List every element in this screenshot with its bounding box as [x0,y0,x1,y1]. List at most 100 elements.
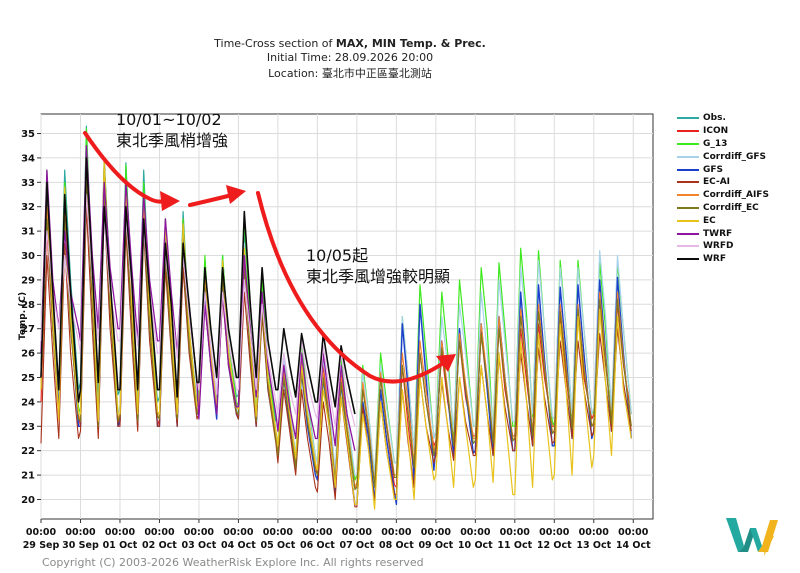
y-tick-label: 25 [21,373,35,384]
y-tick-label: 21 [21,471,35,482]
legend-label: Corrdiff_AIFS [703,190,769,201]
legend-item-g-13: G_13 [677,138,769,151]
legend-label: GFS [703,164,724,175]
annotation-arrowhead-3 [436,354,456,372]
y-tick-label: 28 [21,300,35,311]
annotation-arrowhead-1 [160,191,180,211]
y-tick-label: 20 [21,495,35,506]
y-tick-label: 35 [21,129,35,140]
x-tick-date: 02 Oct [142,540,177,551]
legend-label: ICON [703,126,729,137]
legend-swatch [677,142,699,145]
x-tick-date: 03 Oct [182,540,217,551]
copyright: Copyright (C) 2003-2026 WeatherRisk Expl… [42,556,424,569]
legend-item-icon: ICON [677,125,769,138]
legend-label: EC-AI [703,177,731,188]
x-tick-time: 00:00 [500,527,531,538]
legend-label: WRFD [703,241,734,252]
x-tick-time: 00:00 [381,527,412,538]
x-tick-time: 00:00 [539,527,570,538]
legend-swatch [677,232,699,235]
x-tick-date: 07 Oct [339,540,374,551]
legend-label: TWRF [703,228,733,239]
annotation-2-line-1: 10/05起 [306,246,369,265]
legend-label: Corrdiff_EC [703,202,759,213]
legend-item-wrfd: WRFD [677,240,769,253]
annotation-2-line-2: 東北季風增強較明顯 [306,267,451,286]
annotation-arrow-3 [256,191,447,384]
chart-title-bold: MAX, MIN Temp. & Prec. [335,37,486,50]
legend-item-obs: Obs. [677,112,769,125]
x-tick-date: 10 Oct [458,540,493,551]
legend-item-twrf: TWRF [677,227,769,240]
x-tick-date: 09 Oct [418,540,453,551]
legend-item-ec-ai: EC-AI [677,176,769,189]
annotation-2: 10/05起 東北季風增強較明顯 [306,245,450,287]
annotation-1-line-2: 東北季風梢增強 [116,131,229,150]
legend-item-ec: EC [677,214,769,227]
y-tick-label: 31 [21,227,35,238]
legend-swatch [677,155,699,158]
series-line-wrf [40,157,356,415]
y-tick-label: 29 [21,275,35,286]
legend-swatch [677,194,699,197]
x-tick-time: 00:00 [223,527,254,538]
x-tick-date: 11 Oct [497,540,532,551]
x-tick-date: 06 Oct [300,540,335,551]
y-axis: 20 21 22 23 24 25 26 27 28 29 30 31 32 33 34 35 [21,129,41,506]
chart-title: Time-Cross section of MAX, MIN Temp. & P… [0,37,700,50]
x-tick-date: 29 Sep [23,540,60,551]
y-tick-label: 27 [21,324,35,335]
x-tick-time: 00:00 [26,527,57,538]
x-tick-date: 04 Oct [221,540,256,551]
x-tick-time: 00:00 [302,527,333,538]
x-tick-time: 00:00 [421,527,452,538]
x-tick-time: 00:00 [579,527,610,538]
legend-swatch [677,206,699,209]
initial-time: Initial Time: 28.09.2026 20:00 [266,51,434,64]
y-tick-label: 22 [21,446,35,457]
weatherrisk-logo [726,518,778,556]
y-tick-label: 26 [21,349,35,360]
x-tick-date: 05 Oct [261,540,296,551]
legend-label: WRF [703,254,727,265]
chart-title-prefix: Time-Cross section of [214,37,336,50]
legend-item-corrdiff-aifs: Corrdiff_AIFS [677,189,769,202]
x-tick-time: 00:00 [105,527,136,538]
x-tick-date: 08 Oct [379,540,414,551]
series-layer [40,125,632,510]
y-tick-label: 30 [21,251,35,262]
x-tick-date: 14 Oct [616,540,651,551]
x-tick-time: 00:00 [460,527,491,538]
x-tick-time: 00:00 [65,527,96,538]
legend-swatch [677,258,699,261]
legend-label: Obs. [703,113,726,124]
legend-label: EC [703,215,716,226]
y-tick-label: 24 [21,397,35,408]
x-tick-date: 01 Oct [103,540,138,551]
y-axis-label: Temp. (C) [18,292,28,340]
legend-item-gfs: GFS [677,163,769,176]
x-tick-time: 00:00 [144,527,175,538]
legend-swatch [677,245,699,248]
legend-item-wrf: WRF [677,253,769,266]
x-tick-time: 00:00 [263,527,294,538]
y-tick-label: 32 [21,202,35,213]
location: Location: 臺北市中正區臺北測站 [268,67,432,80]
x-axis: 00:00 29 Sep 00:00 30 Sep 00:00 01 Oct 00:00 02… [23,519,651,551]
legend-swatch [677,168,699,171]
legend-swatch [677,219,699,222]
legend-swatch [677,130,699,133]
annotation-arrow-1 [83,131,168,204]
legend: Obs. ICON G_13 Corrdiff_GFS GFS EC-AI Corrdiff… [677,112,769,266]
y-tick-label: 33 [21,178,35,189]
legend-label: Corrdiff_GFS [703,151,766,162]
y-tick-label: 34 [21,153,35,164]
x-tick-date: 30 Sep [62,540,99,551]
legend-item-corrdiff-ec: Corrdiff_EC [677,202,769,215]
annotation-arrows [83,131,456,384]
legend-label: G_13 [703,138,728,149]
legend-swatch [677,181,699,184]
legend-item-corrdiff-gfs: Corrdiff_GFS [677,150,769,163]
